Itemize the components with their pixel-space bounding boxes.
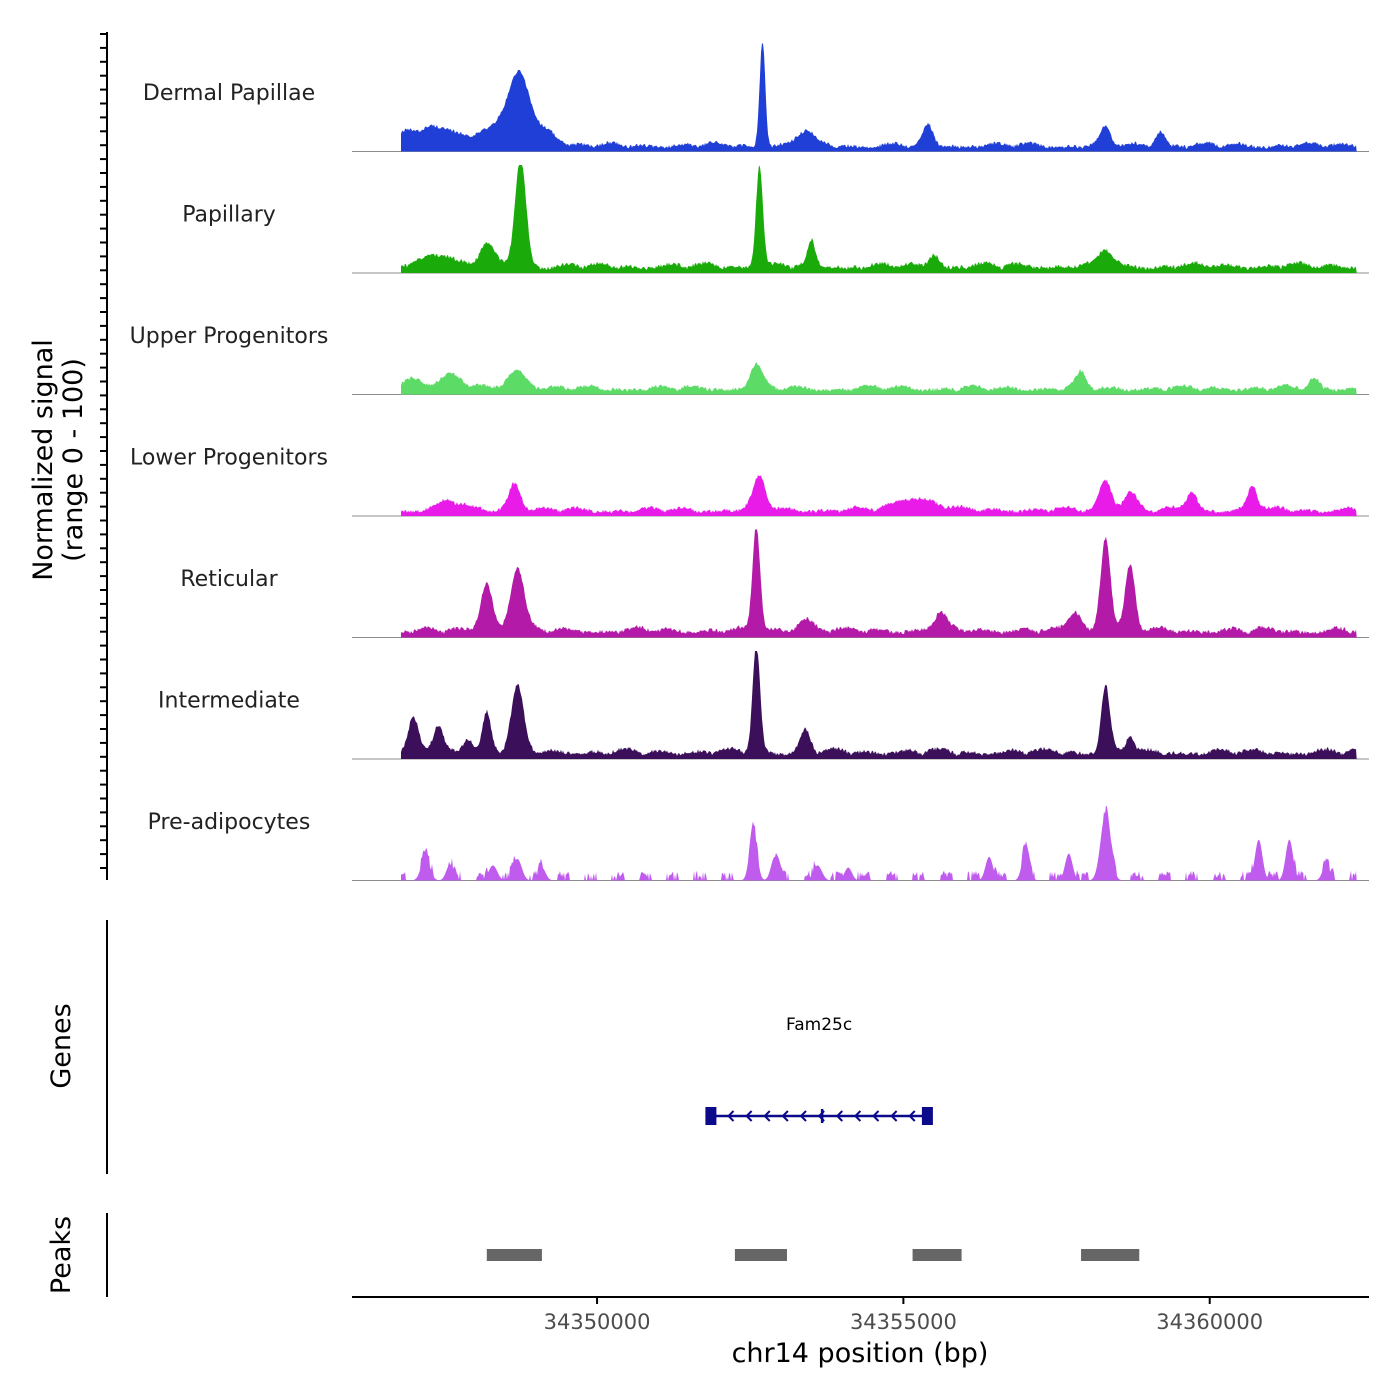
x-tick-label: 34355000 — [850, 1310, 957, 1334]
gene-strand-arrow — [799, 1110, 807, 1122]
peak-regions — [486, 1249, 1140, 1261]
gene-strand-arrow — [817, 1110, 825, 1122]
signal-area-reticular — [401, 529, 1357, 638]
x-tick-label: 34360000 — [1156, 1310, 1263, 1334]
x-axis-ticks: 34350000 34355000 34360000 — [544, 1297, 1263, 1334]
track-label-upper-progenitors: Upper Progenitors — [130, 324, 329, 349]
gene-strand-arrow — [727, 1110, 735, 1122]
genes-panel: Genes Fam25c — [46, 920, 933, 1174]
gene-strand-arrow — [835, 1110, 843, 1122]
peak-region — [912, 1249, 962, 1261]
gene-exon-fam25c — [921, 1107, 933, 1125]
gene-strand-arrow — [763, 1110, 771, 1122]
signal-y-axis: Normalized signal (range 0 - 100) — [28, 32, 108, 880]
genes-track-title: Genes — [46, 1003, 77, 1088]
signal-area-papillary — [401, 165, 1357, 273]
peak-region — [1081, 1249, 1140, 1261]
peak-region — [486, 1249, 542, 1261]
peaks-panel: Peaks — [46, 1213, 1140, 1297]
signal-y-axis-subtitle: (range 0 - 100) — [58, 358, 89, 562]
gene-strand-arrow — [872, 1110, 880, 1122]
track-label-pre-adipocytes: Pre-adipocytes — [148, 810, 311, 835]
gene-label-fam25c: Fam25c — [786, 1015, 852, 1035]
x-tick-label: 34350000 — [544, 1310, 651, 1334]
track-label-reticular: Reticular — [180, 567, 278, 592]
signal-y-axis-title: Normalized signal — [28, 339, 59, 581]
track-label-lower-progenitors: Lower Progenitors — [130, 446, 328, 471]
track-papillary: Papillary — [182, 165, 1369, 274]
x-axis-title: chr14 position (bp) — [732, 1338, 989, 1369]
track-label-dermal-papillae: Dermal Papillae — [143, 81, 315, 106]
signal-area-lower-progenitors — [401, 475, 1357, 516]
peak-region — [734, 1249, 787, 1261]
x-axis: 34350000 34355000 34360000 chr14 position … — [352, 1296, 1369, 1369]
gene-strand-arrow — [908, 1110, 916, 1122]
track-label-intermediate: Intermediate — [158, 689, 300, 714]
gene-exon-fam25c — [705, 1107, 717, 1125]
gene-strand-arrow — [890, 1110, 898, 1122]
track-reticular: Reticular — [180, 529, 1369, 638]
track-intermediate: Intermediate — [158, 651, 1369, 760]
signal-tracks: Dermal Papillae Papillary Upper Progenitor… — [130, 43, 1369, 881]
gene-features: Fam25c — [705, 1015, 933, 1125]
gene-strand-arrow — [745, 1110, 753, 1122]
track-upper-progenitors: Upper Progenitors — [130, 324, 1369, 395]
peaks-track-title: Peaks — [46, 1216, 77, 1294]
signal-area-intermediate — [401, 651, 1357, 759]
signal-area-pre-adipocytes — [401, 805, 1357, 881]
track-lower-progenitors: Lower Progenitors — [130, 446, 1369, 517]
gene-strand-arrow — [781, 1110, 789, 1122]
track-label-papillary: Papillary — [182, 203, 276, 228]
track-pre-adipocytes: Pre-adipocytes — [148, 805, 1369, 881]
track-dermal-papillae: Dermal Papillae — [143, 43, 1369, 152]
signal-area-dermal-papillae — [401, 43, 1357, 152]
signal-area-upper-progenitors — [401, 362, 1357, 395]
gene-strand-arrow — [853, 1110, 862, 1122]
signal-y-axis-ticks — [100, 33, 107, 869]
